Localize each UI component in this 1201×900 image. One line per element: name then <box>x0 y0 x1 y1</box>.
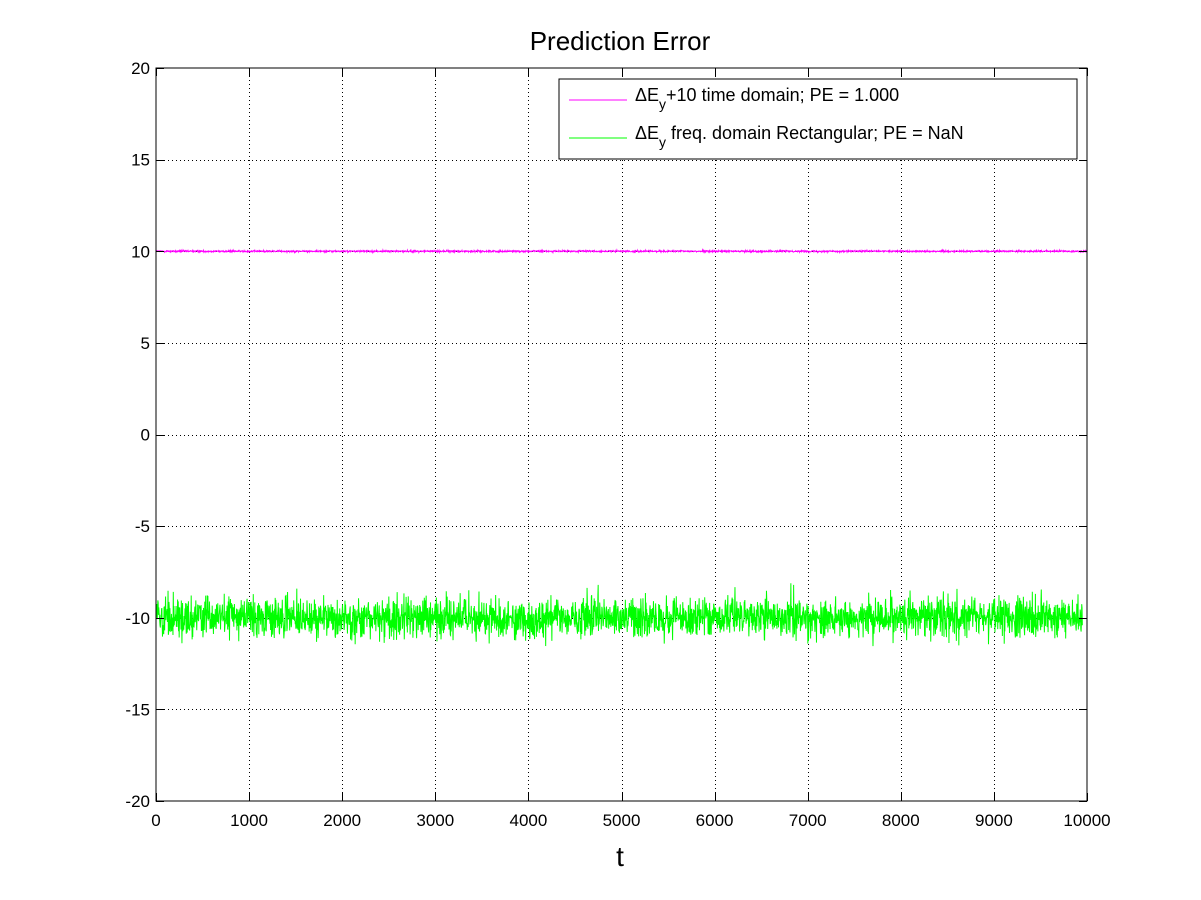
chart-title: Prediction Error <box>530 26 711 56</box>
x-tick-label: 3000 <box>416 811 454 830</box>
x-tick-label: 7000 <box>789 811 827 830</box>
x-tick-label: 8000 <box>882 811 920 830</box>
x-tick-label: 0 <box>151 811 160 830</box>
y-tick-labels: 20 15 10 5 0 -5 -10 -15 -20 <box>125 59 150 811</box>
plot-area <box>156 68 1087 801</box>
x-tick-labels: 0 1000 2000 3000 4000 5000 6000 7000 8000 9000 100… <box>151 811 1110 830</box>
legend: ΔEy+10 time domain; PE = 1.000 ΔEy freq. … <box>558 78 1078 160</box>
y-tick-label: -10 <box>125 609 150 628</box>
y-tick-label: -15 <box>125 700 150 719</box>
axes-frame <box>155 67 1088 802</box>
y-tick-label: 15 <box>131 151 150 170</box>
x-tick-label: 5000 <box>603 811 641 830</box>
legend-label-2: ΔEy freq. domain Rectangular; PE = NaN <box>635 123 964 150</box>
y-tick-label: -5 <box>135 517 150 536</box>
x-tick-label: 10000 <box>1063 811 1110 830</box>
x-tick-label: 1000 <box>230 811 268 830</box>
x-axis-label: t <box>616 841 624 872</box>
y-tick-label: 5 <box>141 334 150 353</box>
legend-label-1: ΔEy+10 time domain; PE = 1.000 <box>635 85 899 112</box>
legend-box <box>558 78 1078 160</box>
x-tick-label: 9000 <box>975 811 1013 830</box>
x-tick-label: 2000 <box>323 811 361 830</box>
y-tick-label: -20 <box>125 792 150 811</box>
series-line-1 <box>155 248 1088 255</box>
y-tick-label: 0 <box>141 426 150 445</box>
series-lines <box>155 248 1088 647</box>
series-line-2 <box>155 583 1083 647</box>
y-tick-label: 10 <box>131 242 150 261</box>
x-tick-label: 6000 <box>696 811 734 830</box>
y-tick-label: 20 <box>131 59 150 78</box>
ticks <box>156 68 1088 802</box>
x-tick-label: 4000 <box>509 811 547 830</box>
